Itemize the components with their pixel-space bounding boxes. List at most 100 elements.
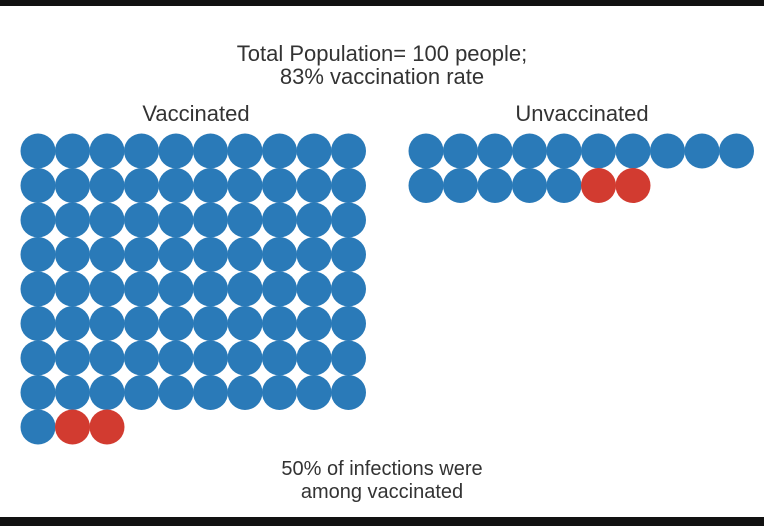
vaccinated-person-dot	[227, 271, 263, 307]
unvaccinated-person-dot	[684, 133, 720, 169]
vaccinated-person-dot	[227, 202, 263, 238]
vaccinated-person-dot	[55, 168, 90, 203]
vaccinated-person-dot	[193, 237, 228, 272]
vaccinated-person-dot	[193, 202, 228, 238]
vaccinated-person-dot	[296, 202, 332, 238]
vaccinated-person-dot	[158, 168, 194, 203]
vaccinated-person-dot	[193, 168, 228, 203]
vaccinated-person-dot	[20, 133, 56, 169]
vaccinated-person-dot	[124, 271, 159, 307]
unvaccinated-person-dot	[650, 133, 685, 169]
vaccinated-person-dot	[55, 340, 90, 376]
vaccinated-person-dot	[158, 133, 194, 169]
vaccinated-person-dot	[55, 202, 90, 238]
unvaccinated-infected-person-dot	[581, 168, 616, 203]
vaccinated-person-dot	[227, 168, 263, 203]
vaccinated-person-dot	[20, 375, 56, 410]
vaccinated-person-dot	[193, 375, 228, 410]
footer-note: 50% of infections were among vaccinated	[232, 458, 532, 504]
vaccinated-person-dot	[331, 375, 366, 410]
vaccinated-person-dot	[331, 168, 366, 203]
vaccinated-person-dot	[193, 133, 228, 169]
vaccinated-person-dot	[158, 237, 194, 272]
vaccinated-label: Vaccinated	[142, 101, 250, 126]
vaccinated-person-dot	[193, 340, 228, 376]
vaccinated-infected-person-dot	[55, 409, 90, 445]
unvaccinated-infected-person-dot	[615, 168, 651, 203]
vaccinated-person-dot	[20, 237, 56, 272]
unvaccinated-person-dot	[477, 168, 513, 203]
vaccinated-person-dot	[227, 340, 263, 376]
footer-line-1: 50% of infections were	[281, 458, 483, 480]
bottom-border	[0, 517, 764, 526]
vaccinated-person-dot	[296, 340, 332, 376]
vaccinated-person-dot	[20, 168, 56, 203]
vaccinated-person-dot	[20, 271, 56, 307]
unvaccinated-person-dot	[581, 133, 616, 169]
unvaccinated-person-dot	[512, 133, 547, 169]
vaccinated-person-dot	[158, 340, 194, 376]
vaccinated-person-dot	[124, 340, 159, 376]
vaccinated-person-dot	[158, 271, 194, 307]
unvaccinated-person-dot	[546, 133, 582, 169]
vaccinated-person-dot	[331, 306, 366, 341]
footer-line-2: among vaccinated	[300, 481, 464, 503]
vaccinated-person-dot	[296, 271, 332, 307]
vaccinated-person-dot	[89, 306, 125, 341]
vaccinated-person-dot	[262, 340, 297, 376]
vaccinated-person-dot	[89, 340, 125, 376]
top-border	[0, 0, 764, 6]
vaccinated-person-dot	[158, 306, 194, 341]
vaccinated-person-dot	[89, 133, 125, 169]
vaccinated-infected-person-dot	[89, 409, 125, 445]
unvaccinated-person-dot	[615, 133, 651, 169]
vaccinated-person-dot	[124, 202, 159, 238]
vaccinated-person-dot	[55, 306, 90, 341]
vaccinated-person-dot	[20, 202, 56, 238]
vaccinated-person-dot	[331, 202, 366, 238]
vaccinated-person-dot	[262, 375, 297, 410]
vaccinated-person-dot	[55, 237, 90, 272]
unvaccinated-label: Unvaccinated	[515, 101, 649, 126]
title-line-2: 83% vaccination rate	[279, 64, 485, 89]
unvaccinated-person-dot	[546, 168, 582, 203]
vaccinated-person-dot	[193, 271, 228, 307]
vaccinated-person-dot	[89, 271, 125, 307]
vaccinated-person-dot	[20, 340, 56, 376]
unvaccinated-person-dot	[408, 133, 444, 169]
unvaccinated-person-dot	[477, 133, 513, 169]
vaccinated-person-dot	[89, 375, 125, 410]
vaccinated-person-dot	[331, 237, 366, 272]
vaccinated-person-dot	[193, 306, 228, 341]
vaccinated-person-dot	[331, 340, 366, 376]
vaccinated-person-dot	[55, 375, 90, 410]
vaccinated-person-dot	[296, 237, 332, 272]
vaccinated-person-dot	[20, 409, 56, 445]
vaccinated-person-dot	[262, 237, 297, 272]
title-line-1: Total Population= 100 people;	[236, 41, 528, 66]
vaccinated-person-dot	[296, 375, 332, 410]
vaccinated-person-dot	[331, 133, 366, 169]
vaccinated-person-dot	[20, 306, 56, 341]
vaccinated-person-dot	[262, 306, 297, 341]
vaccinated-person-dot	[227, 237, 263, 272]
vaccinated-person-dot	[158, 202, 194, 238]
unvaccinated-person-dot	[408, 168, 444, 203]
vaccinated-person-dot	[262, 271, 297, 307]
vaccinated-person-dot	[262, 133, 297, 169]
vaccinated-person-dot	[331, 271, 366, 307]
vaccinated-person-dot	[55, 271, 90, 307]
vaccinated-person-dot	[158, 375, 194, 410]
vaccinated-person-dot	[124, 168, 159, 203]
vaccinated-person-dot	[296, 306, 332, 341]
vaccinated-person-dot	[227, 133, 263, 169]
vaccinated-person-dot	[124, 375, 159, 410]
vaccinated-person-dot	[124, 306, 159, 341]
vaccinated-person-dot	[262, 168, 297, 203]
vaccinated-person-dot	[227, 375, 263, 410]
unvaccinated-person-dot	[512, 168, 547, 203]
vaccinated-person-dot	[124, 133, 159, 169]
vaccinated-person-dot	[89, 168, 125, 203]
figure-title: Total Population= 100 people; 83% vaccin…	[182, 42, 582, 88]
